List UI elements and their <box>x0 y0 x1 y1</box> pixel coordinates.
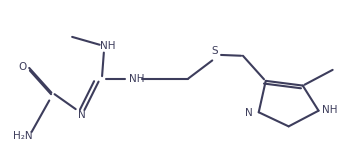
Text: NH: NH <box>322 105 338 115</box>
Text: S: S <box>212 46 218 56</box>
Text: H₂N: H₂N <box>13 131 33 141</box>
Text: O: O <box>19 62 27 72</box>
Text: NH: NH <box>100 41 116 51</box>
Text: N: N <box>78 110 86 120</box>
Text: NH: NH <box>129 73 144 84</box>
Text: N: N <box>245 108 253 118</box>
